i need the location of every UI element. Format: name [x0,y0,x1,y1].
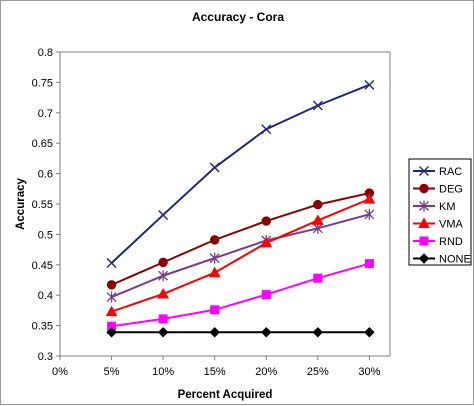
legend-marker-deg [419,183,429,194]
data-point-vma [157,287,169,299]
data-point-rnd [364,259,374,269]
chart-title: Accuracy - Cora [192,10,284,24]
data-point-none [209,327,220,338]
data-point-deg [158,257,168,268]
data-point-vma [260,236,273,248]
y-tick-label: 0.6 [38,169,53,181]
series-rac [106,79,375,268]
y-tick-label: 0.8 [38,47,53,59]
data-point-rac [364,79,375,90]
y-tick-label: 0.3 [38,351,53,363]
data-point-none [261,327,272,338]
data-point-km [209,252,220,264]
legend-label-rnd: RND [439,236,463,248]
series-line-vma [111,198,370,313]
y-tick-label: 0.75 [32,77,53,89]
data-point-none [364,327,375,338]
x-tick-label: 15% [204,366,226,378]
y-axis-label: Accuracy [15,178,27,230]
data-point-none [312,327,324,338]
legend-label-rac: RAC [439,166,462,178]
series-vma [105,193,376,317]
legend-label-deg: DEG [439,184,463,196]
plot-area [59,51,391,357]
legend-item-vma: VMA [413,217,464,231]
series-deg [106,188,375,290]
y-axis: 0.3 0.35 0.4 0.45 0.5 0.55 0.6 0.65 0.7 0.75 0.8 [32,47,60,363]
legend-label-none: NONE [439,254,471,266]
data-point-deg [261,216,271,226]
data-point-km [106,291,117,303]
data-point-rac [312,100,323,111]
legend-box [408,158,472,266]
series-line-km [111,213,370,298]
legend-marker-vma [418,217,430,228]
data-point-rnd [210,305,220,315]
legend-marker-km [419,200,429,212]
x-tick-label: 20% [255,366,277,378]
data-point-rac [158,209,169,220]
legend-label-km: KM [439,201,456,213]
legend: RAC DEG KM VMA RND NONE [408,158,472,266]
data-point-rnd [261,290,271,300]
y-tick-label: 0.7 [38,108,53,120]
x-tick-label: 30% [358,366,380,378]
legend-marker-rnd [419,236,429,246]
legend-item-deg: DEG [413,184,463,196]
series-km [106,208,375,303]
data-point-deg [209,235,220,245]
y-tick-label: 0.4 [38,290,53,302]
data-point-none [157,327,169,338]
x-axis: 0% 5% 10% 15% 20% 25% 30% [52,356,381,378]
legend-marker-rac [419,166,429,176]
data-point-rac [209,162,220,173]
y-tick-label: 0.55 [32,199,53,211]
legend-item-none: NONE [413,253,471,266]
data-point-rac [261,124,272,135]
series-layer [105,79,376,338]
legend-item-rnd: RND [413,236,463,248]
series-line-deg [111,192,370,286]
data-point-rnd [313,273,323,283]
data-point-deg [106,280,117,290]
data-point-rac [106,257,117,268]
data-point-vma [311,214,324,225]
legend-item-rac: RAC [413,166,462,178]
legend-label-vma: VMA [439,219,464,231]
x-tick-label: 0% [52,366,68,378]
data-point-vma [363,193,376,204]
y-tick-label: 0.5 [38,229,53,241]
x-tick-label: 25% [307,366,329,378]
series-rnd [107,259,374,331]
data-point-km [158,270,169,282]
data-point-km [364,208,375,220]
y-tick-label: 0.65 [32,138,53,150]
legend-item-km: KM [413,200,456,213]
data-point-vma [208,266,221,278]
data-point-rnd [158,314,168,324]
y-tick-label: 0.35 [32,321,53,333]
x-tick-label: 5% [104,366,120,378]
data-point-vma [105,305,118,317]
data-point-deg [313,199,323,210]
data-point-none [106,327,117,338]
x-axis-label: Percent Acquired [178,389,273,401]
legend-marker-none [418,253,430,264]
x-tick-label: 10% [152,366,174,378]
series-line-rnd [111,262,370,328]
series-line-rac [110,83,370,264]
series-none [106,327,375,338]
y-tick-label: 0.45 [32,260,53,272]
